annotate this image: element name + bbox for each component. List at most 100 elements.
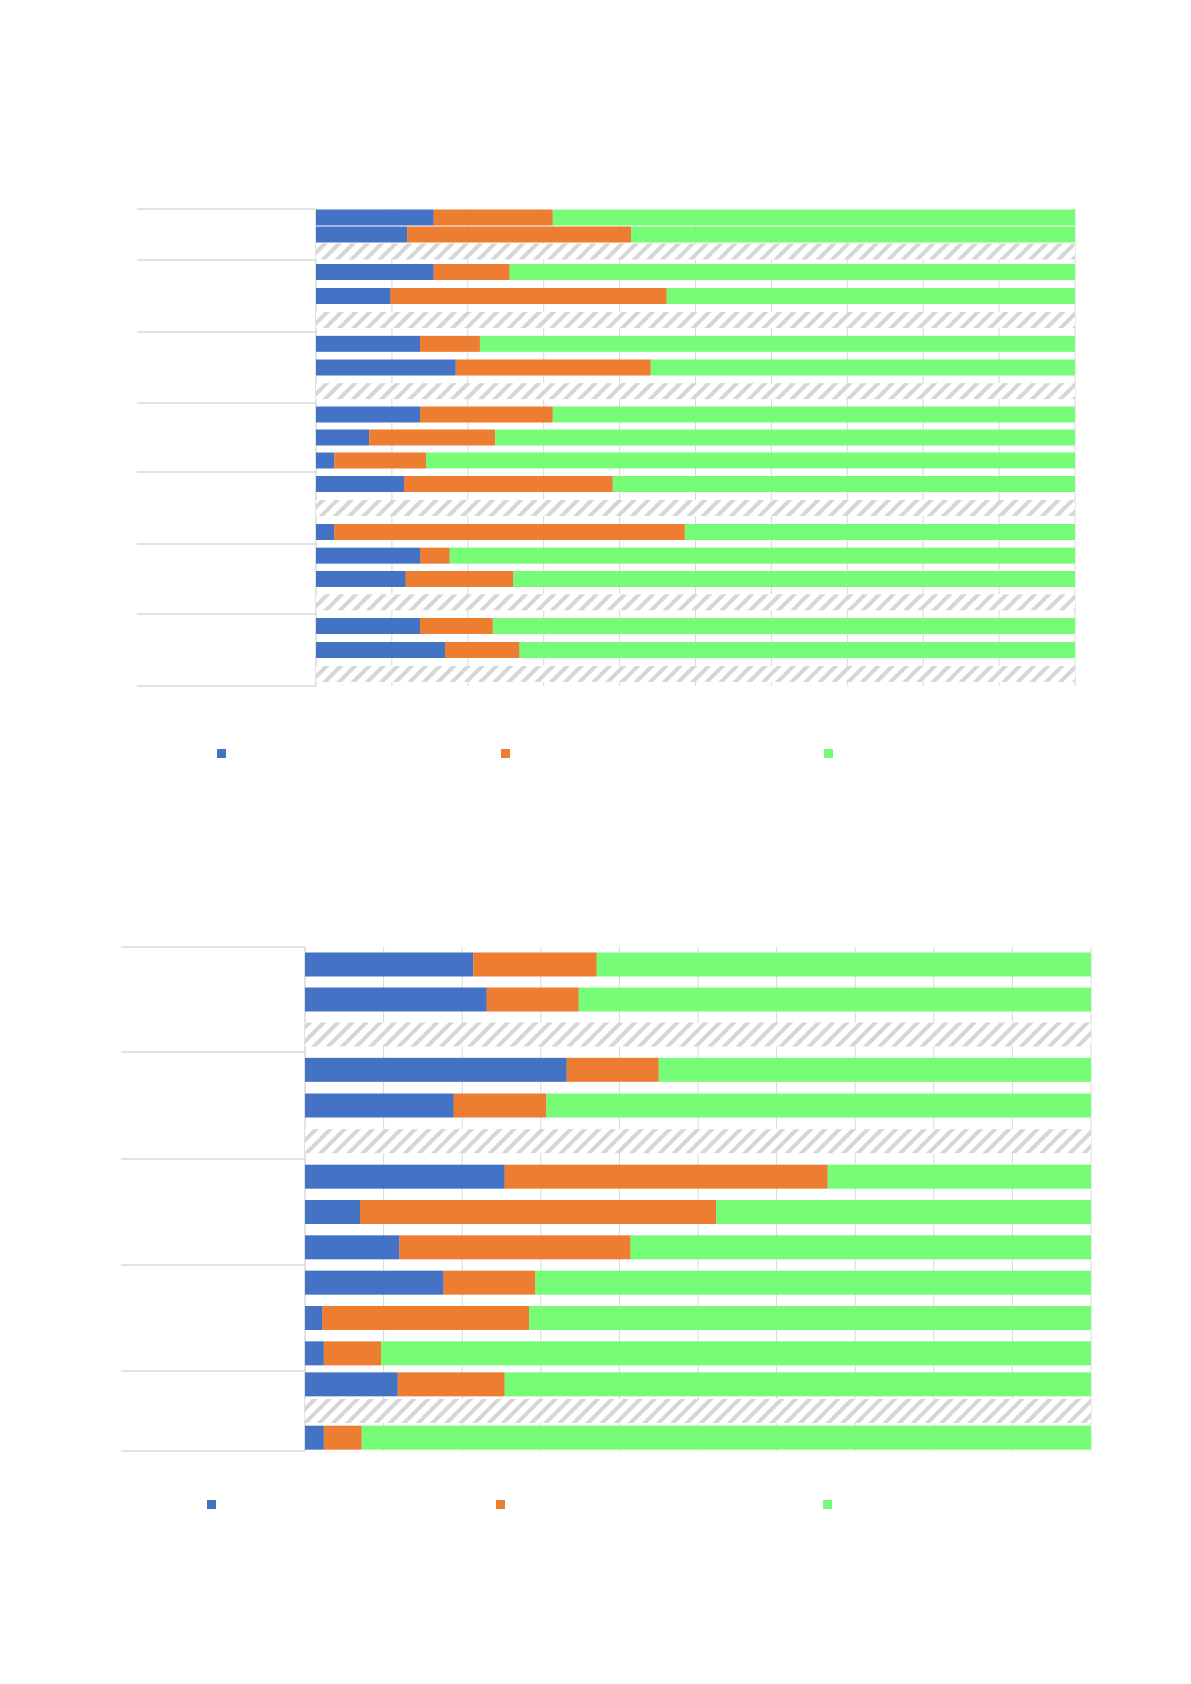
bar-segment-series-3 — [552, 406, 1075, 423]
empty-bar — [316, 312, 1075, 328]
bar-segment-series-2 — [419, 335, 480, 352]
empty-bar — [305, 1399, 1091, 1423]
bar-segment-series-1 — [305, 1372, 398, 1397]
bar-segment-series-1 — [305, 1200, 361, 1224]
bar-segment-series-1 — [316, 524, 335, 540]
legend-swatch-series-3 — [824, 749, 833, 758]
bar-segment-series-1 — [305, 1093, 454, 1118]
chart-1 — [137, 208, 1076, 758]
bar-segment-series-1 — [305, 1341, 324, 1366]
bar-segment-series-2 — [504, 1164, 828, 1189]
bar-segment-series-3 — [630, 1235, 1091, 1260]
bar-segment-series-2 — [390, 288, 667, 304]
bar-segment-series-3 — [630, 226, 1075, 243]
bar-segment-series-1 — [316, 547, 420, 564]
bar-segment-series-2 — [369, 429, 496, 446]
bar-segment-series-2 — [360, 1200, 717, 1224]
empty-bar — [305, 1022, 1091, 1047]
bar-segment-series-3 — [449, 547, 1076, 564]
bar-segment-series-3 — [529, 1306, 1091, 1330]
bar-segment-series-2 — [433, 264, 510, 280]
bar-segment-series-3 — [504, 1372, 1091, 1397]
bar-segment-series-3 — [666, 288, 1075, 304]
empty-bar — [316, 666, 1075, 682]
legend-swatch-series-1 — [217, 749, 226, 758]
bar-segment-series-2 — [322, 1306, 530, 1330]
bar-segment-series-1 — [305, 1164, 505, 1189]
bar-segment-series-3 — [381, 1341, 1091, 1366]
bar-segment-series-2 — [453, 1093, 547, 1118]
bar-segment-series-2 — [404, 476, 613, 492]
bar-segment-series-3 — [546, 1093, 1091, 1118]
bar-segment-series-1 — [316, 288, 391, 304]
legend-swatch-series-2 — [496, 1500, 505, 1509]
bar-segment-series-2 — [419, 618, 493, 634]
bar-segment-series-2 — [334, 452, 427, 469]
bar-segment-series-1 — [316, 642, 446, 658]
bar-segment-series-3 — [479, 335, 1076, 352]
bar-segment-series-3 — [650, 359, 1075, 376]
bar-segment-series-3 — [361, 1425, 1091, 1450]
bar-segment-series-2 — [405, 571, 514, 587]
bar-segment-series-2 — [399, 1235, 631, 1260]
bar-segment-series-3 — [596, 952, 1091, 977]
bar-segment-series-3 — [495, 429, 1075, 446]
bar-segment-series-3 — [492, 618, 1075, 634]
bar-segment-series-2 — [334, 524, 685, 540]
empty-bar — [305, 1129, 1091, 1154]
bar-segment-series-1 — [305, 1235, 400, 1260]
bar-segment-series-3 — [827, 1164, 1091, 1189]
bar-segment-series-1 — [305, 1057, 567, 1082]
bar-segment-series-2 — [407, 226, 631, 243]
bar-segment-series-2 — [433, 209, 553, 226]
bar-segment-series-3 — [519, 642, 1075, 658]
bar-segment-series-1 — [316, 476, 405, 492]
legend-swatch-series-2 — [501, 749, 510, 758]
bar-segment-series-1 — [305, 987, 487, 1012]
bar-segment-series-3 — [716, 1200, 1091, 1224]
legend-swatch-series-3 — [823, 1500, 832, 1509]
bar-segment-series-1 — [305, 1270, 444, 1295]
bar-segment-series-3 — [578, 987, 1091, 1012]
bar-segment-series-1 — [305, 952, 474, 977]
bar-segment-series-3 — [684, 524, 1075, 540]
bar-segment-series-3 — [612, 476, 1075, 492]
bar-segment-series-1 — [316, 429, 370, 446]
empty-bar — [316, 500, 1075, 516]
bar-segment-series-1 — [316, 359, 456, 376]
chart-2 — [121, 946, 1092, 1509]
bar-segment-series-1 — [316, 264, 434, 280]
bar-segment-series-3 — [658, 1057, 1091, 1082]
bar-segment-series-3 — [552, 209, 1075, 226]
bar-segment-series-3 — [426, 452, 1075, 469]
bar-segment-series-2 — [455, 359, 651, 376]
bar-segment-series-3 — [513, 571, 1075, 587]
empty-bar — [316, 383, 1075, 400]
bar-segment-series-3 — [509, 264, 1075, 280]
legend-swatch-series-1 — [207, 1500, 216, 1509]
bar-segment-series-1 — [316, 209, 434, 226]
empty-bar — [316, 594, 1075, 611]
bar-segment-series-2 — [419, 406, 553, 423]
bar-segment-series-2 — [443, 1270, 536, 1295]
bar-segment-series-1 — [316, 571, 406, 587]
bar-segment-series-1 — [316, 226, 408, 243]
bar-segment-series-2 — [445, 642, 520, 658]
bar-segment-series-2 — [397, 1372, 505, 1397]
bar-segment-series-2 — [473, 952, 597, 977]
bar-segment-series-1 — [316, 335, 420, 352]
bar-segment-series-1 — [316, 406, 420, 423]
empty-bar — [316, 243, 1075, 260]
bar-segment-series-2 — [566, 1057, 659, 1082]
bar-segment-series-1 — [316, 452, 335, 469]
bar-segment-series-2 — [323, 1341, 382, 1366]
bar-segment-series-1 — [305, 1425, 324, 1450]
bar-segment-series-2 — [419, 547, 450, 564]
bar-segment-series-2 — [323, 1425, 362, 1450]
bar-segment-series-2 — [486, 987, 579, 1012]
bar-segment-series-3 — [535, 1270, 1091, 1295]
bar-segment-series-1 — [316, 618, 420, 634]
bar-segment-series-1 — [305, 1306, 323, 1330]
